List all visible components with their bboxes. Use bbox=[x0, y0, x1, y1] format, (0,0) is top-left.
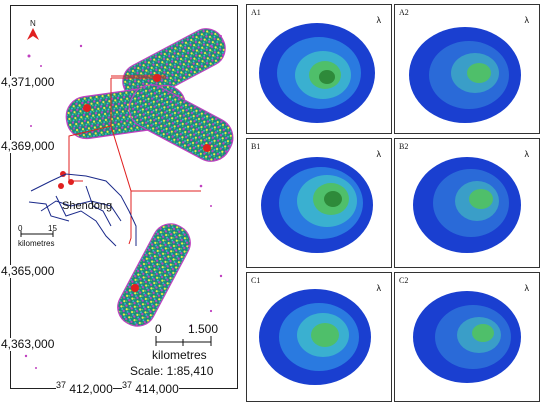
panel-a2: A2 λ bbox=[394, 4, 540, 134]
heat-map-c2 bbox=[413, 291, 521, 383]
x-tick-prefix: 37 bbox=[56, 380, 67, 390]
x-tick-value: 414,000 bbox=[135, 382, 179, 396]
scale-bar bbox=[155, 336, 212, 346]
y-tick-label: 4,363,000 bbox=[0, 337, 56, 351]
scattered-vegetation bbox=[24, 35, 223, 369]
panel-label: B2 bbox=[399, 142, 409, 151]
inset-scale-unit: kilometres bbox=[18, 239, 55, 248]
heat-map-c1 bbox=[259, 289, 371, 385]
shendong-road-network bbox=[28, 173, 137, 247]
y-tick-label: 4,365,000 bbox=[0, 264, 56, 278]
panel-c1: C1 λ bbox=[246, 272, 392, 402]
map-canvas: N bbox=[11, 19, 234, 390]
panel-c2: C2 λ bbox=[394, 272, 540, 402]
inset-scale-start: 0 bbox=[18, 224, 23, 233]
scale-ratio: Scale: 1:85,410 bbox=[130, 364, 214, 378]
panel-b1: B1 λ bbox=[246, 138, 392, 268]
x-tick-value: 412,000 bbox=[69, 382, 113, 396]
panel-label: A1 bbox=[251, 8, 261, 17]
north-arrow-icon: λ bbox=[376, 149, 382, 159]
inset-scale-bar bbox=[20, 231, 54, 237]
north-arrow-icon: λ bbox=[524, 149, 530, 159]
north-arrow-icon: λ bbox=[376, 15, 382, 25]
north-arrow-icon: λ bbox=[376, 283, 382, 293]
inset-scale-end: 15 bbox=[48, 224, 57, 233]
scale-start: 0 bbox=[155, 322, 162, 336]
scale-end: 1.500 bbox=[188, 322, 219, 336]
panel-label: A2 bbox=[399, 8, 409, 17]
x-tick-label: 37 412,000 bbox=[56, 379, 113, 396]
north-arrow-icon: λ bbox=[524, 283, 530, 293]
panel-label: C2 bbox=[399, 276, 409, 285]
panel-b2: B2 λ bbox=[394, 138, 540, 268]
study-area-map: N bbox=[0, 0, 240, 405]
sample-markers bbox=[58, 74, 211, 292]
north-arrow-icon: λ bbox=[524, 15, 530, 25]
panel-a1: A1 λ bbox=[246, 4, 392, 134]
town-label: Shendong bbox=[62, 200, 113, 212]
svg-text:N: N bbox=[30, 19, 36, 28]
heat-map-b2 bbox=[413, 157, 521, 253]
heat-map-a2 bbox=[409, 27, 521, 123]
mining-subsidence-patches bbox=[65, 28, 234, 327]
heat-map-b1 bbox=[261, 157, 373, 253]
result-panels: A1 λ A2 λ B1 λ B2 λ bbox=[242, 0, 550, 405]
panel-label: B1 bbox=[251, 142, 261, 151]
y-tick-label: 4,369,000 bbox=[0, 139, 56, 153]
heat-map-a1 bbox=[259, 23, 375, 123]
x-tick-label: 37 414,000 bbox=[122, 379, 179, 396]
map-frame: N bbox=[10, 5, 238, 390]
y-tick-label: 4,371,000 bbox=[0, 75, 56, 89]
north-arrow-icon: N bbox=[27, 19, 39, 40]
x-tick-prefix: 37 bbox=[122, 380, 133, 390]
scale-unit: kilometres bbox=[152, 348, 207, 362]
panel-label: C1 bbox=[251, 276, 261, 285]
